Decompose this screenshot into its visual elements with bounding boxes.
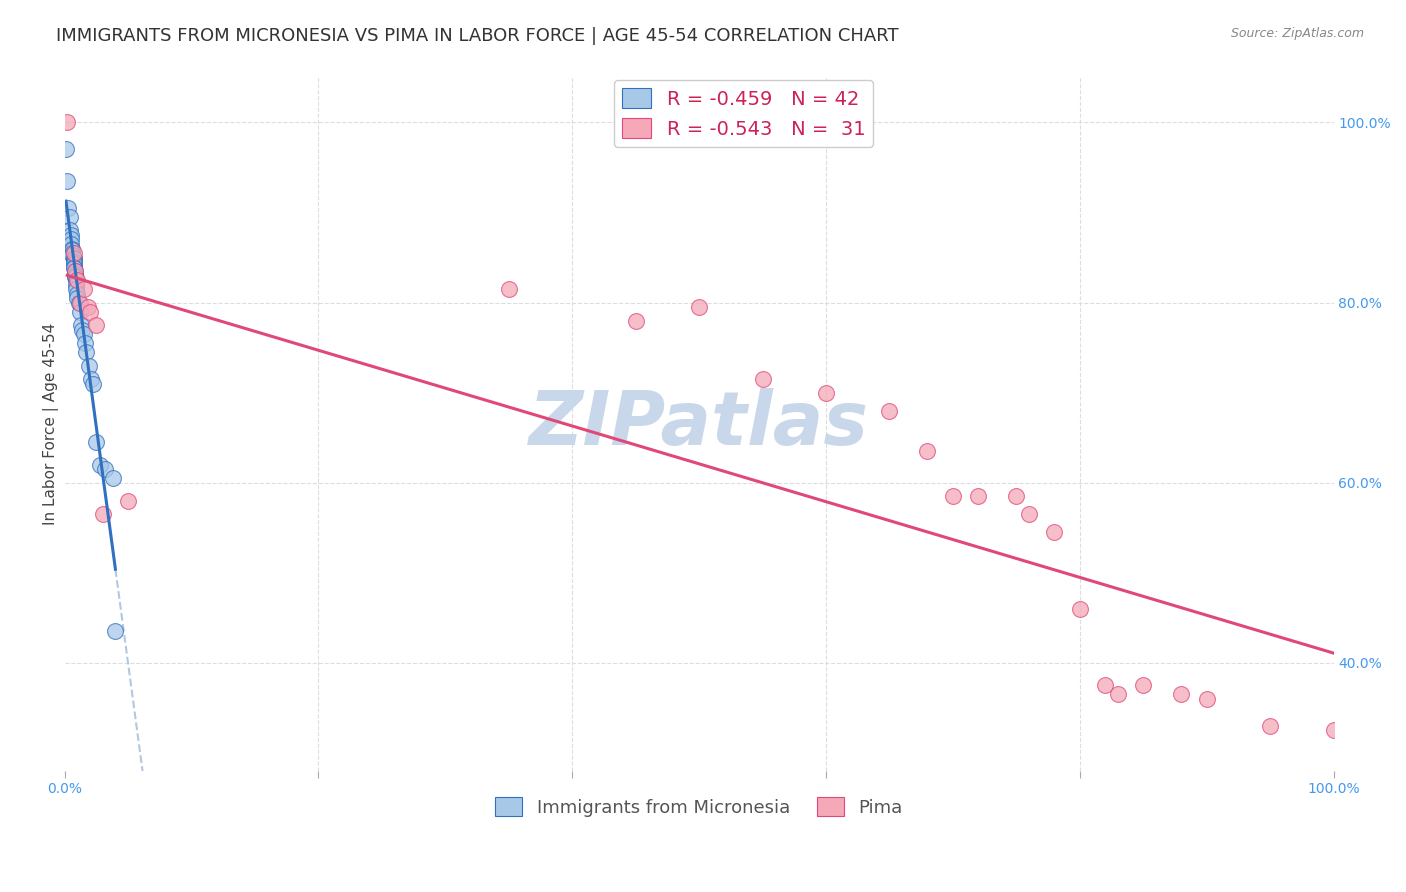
Point <box>55 143 77 157</box>
Point <box>60 232 83 246</box>
Point <box>89 458 111 472</box>
Point <box>63 264 86 278</box>
Point <box>62 261 84 276</box>
Point <box>1005 489 1028 503</box>
Point <box>917 444 939 458</box>
Point <box>63 267 86 281</box>
Point <box>1069 601 1091 615</box>
Point <box>1258 719 1281 733</box>
Point <box>117 493 139 508</box>
Point <box>65 273 87 287</box>
Point <box>79 304 101 318</box>
Point <box>66 273 89 287</box>
Point <box>56 174 79 188</box>
Point <box>498 282 520 296</box>
Text: ZIPatlas: ZIPatlas <box>529 387 869 460</box>
Point <box>62 260 84 274</box>
Point <box>66 286 89 301</box>
Point <box>1018 507 1040 521</box>
Point <box>60 237 83 252</box>
Point <box>63 268 86 283</box>
Point <box>60 246 83 260</box>
Point <box>67 295 90 310</box>
Point <box>62 251 84 265</box>
Point <box>1195 691 1218 706</box>
Point <box>1170 687 1192 701</box>
Legend: Immigrants from Micronesia, Pima: Immigrants from Micronesia, Pima <box>488 790 910 824</box>
Point <box>65 277 87 292</box>
Point <box>77 359 100 373</box>
Point <box>60 244 83 258</box>
Point <box>86 318 108 332</box>
Point <box>104 624 127 639</box>
Point <box>69 295 91 310</box>
Point <box>66 291 89 305</box>
Point <box>60 227 83 242</box>
Point <box>60 248 83 262</box>
Point <box>63 270 86 285</box>
Point <box>814 385 837 400</box>
Point <box>86 435 108 450</box>
Point <box>56 115 79 129</box>
Point <box>65 282 87 296</box>
Point <box>76 300 98 314</box>
Point <box>62 255 84 269</box>
Point <box>69 304 91 318</box>
Point <box>1094 678 1116 692</box>
Point <box>62 252 84 267</box>
Point <box>59 210 82 224</box>
Point <box>60 242 83 256</box>
Point <box>63 264 86 278</box>
Point <box>82 376 104 391</box>
Text: Source: ZipAtlas.com: Source: ZipAtlas.com <box>1230 27 1364 40</box>
Point <box>58 201 80 215</box>
Point <box>688 300 710 314</box>
Y-axis label: In Labor Force | Age 45-54: In Labor Force | Age 45-54 <box>44 323 59 525</box>
Point <box>62 257 84 271</box>
Point <box>751 372 773 386</box>
Point <box>70 318 93 332</box>
Point <box>624 313 647 327</box>
Point <box>101 471 124 485</box>
Point <box>942 489 965 503</box>
Point <box>1132 678 1154 692</box>
Point <box>94 462 117 476</box>
Text: IMMIGRANTS FROM MICRONESIA VS PIMA IN LABOR FORCE | AGE 45-54 CORRELATION CHART: IMMIGRANTS FROM MICRONESIA VS PIMA IN LA… <box>56 27 898 45</box>
Point <box>72 322 94 336</box>
Point <box>75 345 97 359</box>
Point <box>62 246 84 260</box>
Point <box>59 223 82 237</box>
Point <box>879 403 901 417</box>
Point <box>73 326 96 341</box>
Point <box>967 489 990 503</box>
Point <box>80 372 103 386</box>
Point <box>73 336 96 351</box>
Point <box>1322 723 1344 738</box>
Point <box>91 507 114 521</box>
Point <box>1107 687 1129 701</box>
Point <box>73 282 96 296</box>
Point <box>1043 525 1066 540</box>
